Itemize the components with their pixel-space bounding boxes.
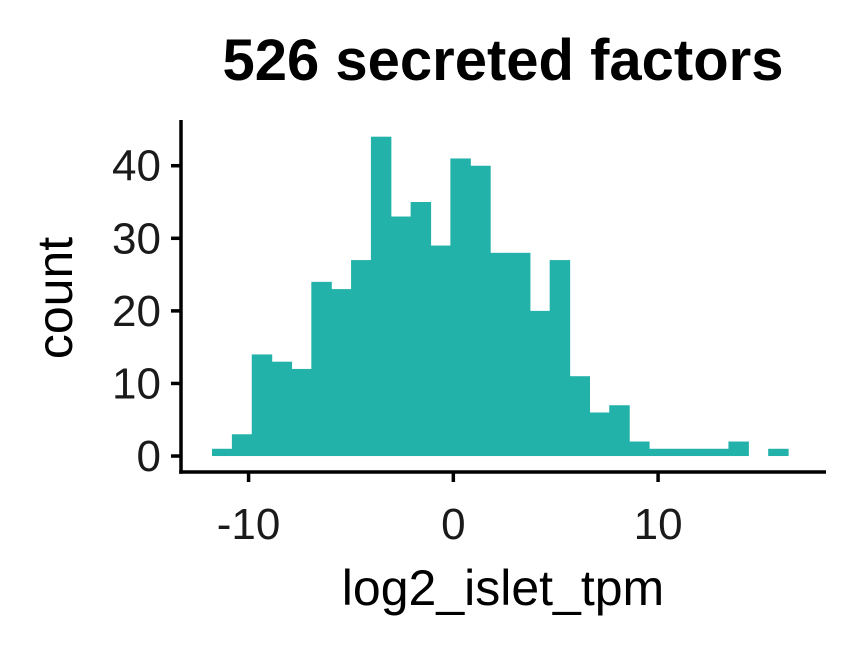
- histogram-bar: [768, 448, 789, 457]
- histogram-bar: [231, 434, 253, 457]
- histogram-bar: [430, 245, 451, 457]
- histogram-bar: [648, 448, 670, 457]
- y-ticks-group: 0 10 20 30 40: [112, 142, 181, 481]
- histogram-bar: [490, 252, 511, 457]
- histogram-bar: [370, 136, 392, 457]
- y-tick-label: 30: [112, 214, 161, 263]
- y-axis-title: count: [27, 237, 83, 359]
- histogram-bar: [688, 448, 710, 457]
- chart-title: 526 secreted factors: [223, 28, 784, 93]
- y-tick-label: 0: [137, 432, 161, 481]
- y-tick-label: 40: [112, 142, 161, 191]
- x-ticks-group: -10 0 10: [217, 472, 683, 549]
- histogram-bar: [728, 441, 749, 457]
- histogram-bar: [529, 310, 551, 457]
- histogram-bar: [351, 260, 372, 457]
- x-axis-title: log2_islet_tpm: [342, 560, 664, 616]
- histogram-bar: [390, 216, 412, 457]
- histogram-bar: [410, 202, 432, 457]
- axes-group: [179, 120, 826, 474]
- histogram-bar: [549, 260, 571, 457]
- histogram-bar: [251, 354, 273, 457]
- x-tick-label: -10: [217, 500, 281, 549]
- y-tick-label: 10: [112, 359, 161, 408]
- histogram-bar: [271, 361, 293, 457]
- histogram-bar: [470, 165, 491, 457]
- histogram-bar: [291, 368, 312, 457]
- histogram-bar: [589, 412, 610, 457]
- x-tick-label: 10: [634, 500, 683, 549]
- histogram-bar: [212, 448, 233, 457]
- histogram-bar: [629, 441, 650, 457]
- histogram-bar: [569, 376, 590, 457]
- y-tick-label: 20: [112, 287, 161, 336]
- histogram-bar: [708, 448, 730, 457]
- x-tick-label: 0: [441, 500, 465, 549]
- histogram-bar: [668, 448, 690, 457]
- histogram-bar: [450, 158, 471, 457]
- bars-group: [212, 136, 789, 457]
- histogram-bar: [331, 289, 352, 457]
- histogram-bar: [311, 281, 332, 457]
- histogram-bar: [509, 252, 531, 457]
- histogram-bar: [609, 405, 630, 457]
